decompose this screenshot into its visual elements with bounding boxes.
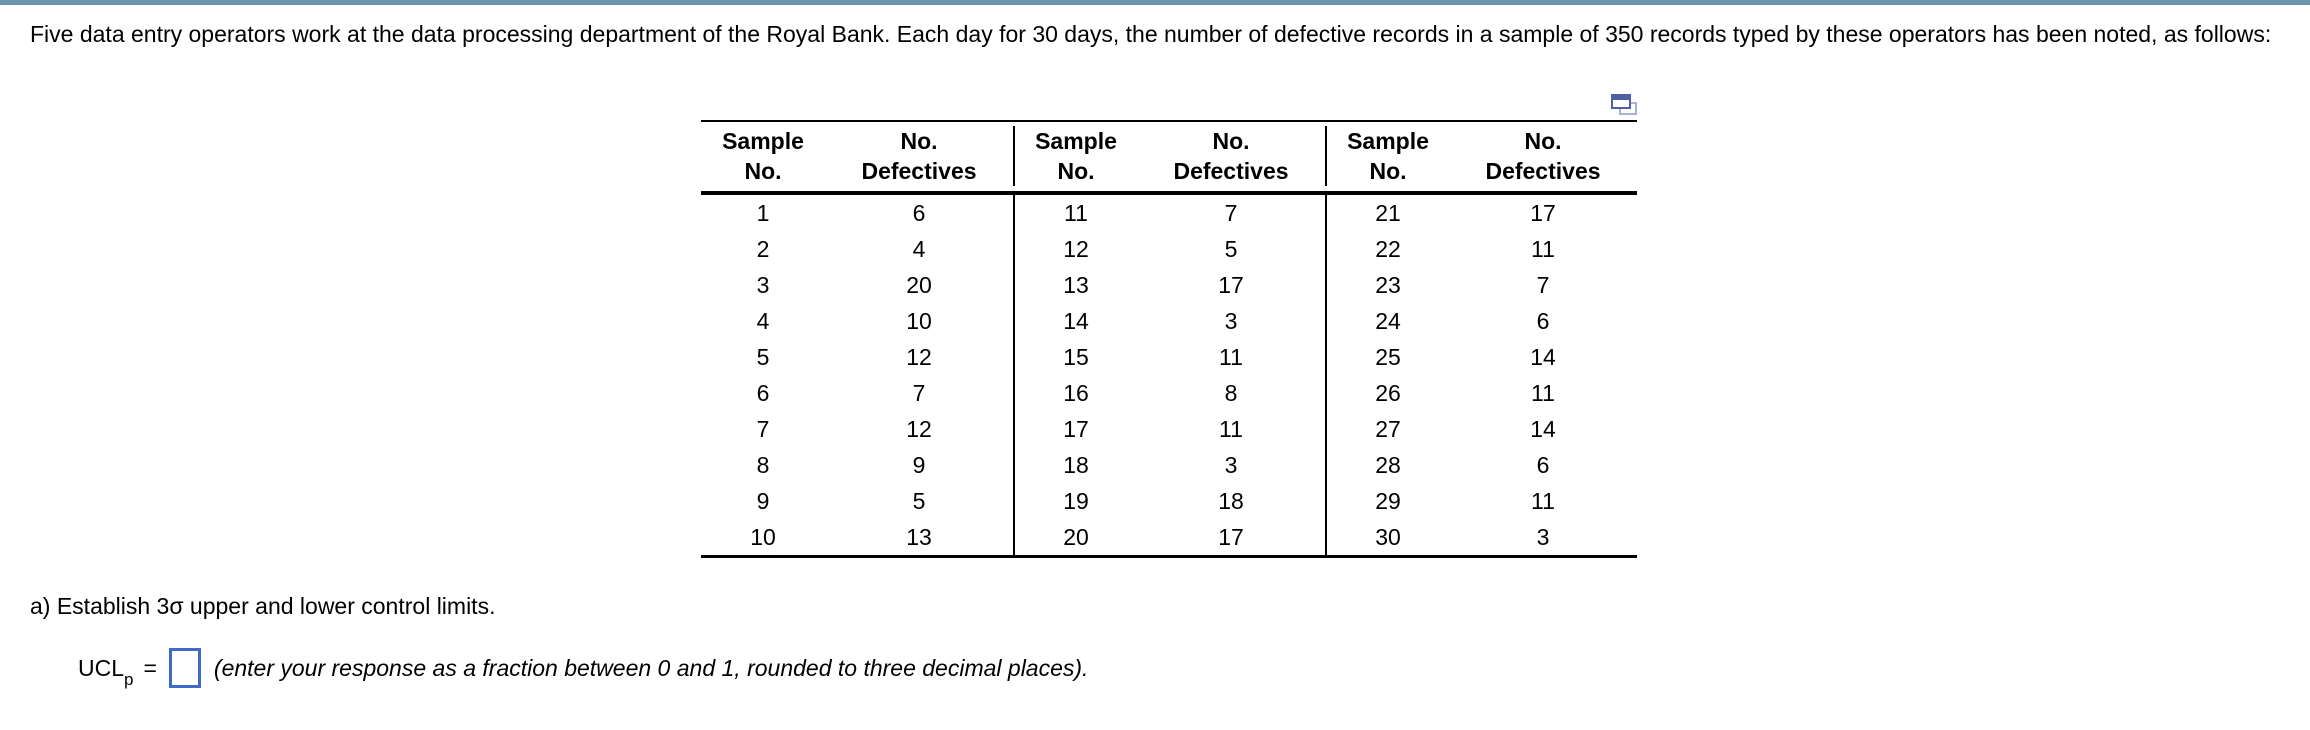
table-cell: 22: [1325, 231, 1449, 267]
table-cell: 11: [1531, 380, 1555, 406]
table-body: 1 6 11 7 21 17 2 4 12 5 22 11 3 20 13 17 23 7 4 10 14 3 24 6 5 12…: [701, 195, 1637, 558]
table-cell: 21: [1325, 195, 1449, 231]
column-header-defectives-2: No. Defectives: [1137, 126, 1325, 186]
header-line: Sample: [1347, 128, 1429, 154]
ucl-label-subscript: p: [124, 670, 134, 690]
column-header-defectives-3: No. Defectives: [1449, 126, 1637, 186]
header-line: Sample: [1035, 128, 1117, 154]
table-cell: 11: [1531, 488, 1555, 514]
table-cell: 11: [1531, 236, 1555, 262]
header-line: No.: [1057, 158, 1095, 184]
popout-icon-front-rect: [1611, 94, 1631, 109]
ucl-label-base: UCL: [78, 654, 125, 681]
table-cell: 28: [1325, 447, 1449, 483]
table-cell: 30: [1325, 519, 1449, 555]
table-cell: 16: [1013, 375, 1137, 411]
table-header: Sample No. No. Defectives Sample No. No.…: [701, 120, 1637, 195]
table-cell: 29: [1325, 483, 1449, 519]
table-cell: 26: [1325, 375, 1449, 411]
table-cell: 7: [1536, 272, 1550, 298]
table-cell: 12: [906, 344, 932, 370]
table-cell: 15: [1013, 339, 1137, 375]
table-cell: 11: [1219, 344, 1243, 370]
table-cell: 17: [1013, 411, 1137, 447]
table-cell: 11: [1219, 416, 1243, 442]
table-cell: 19: [1013, 483, 1137, 519]
table-cell: 18: [1013, 447, 1137, 483]
table-cell: 11: [1013, 195, 1137, 231]
ucl-label: UCLp: [78, 654, 133, 689]
table-cell: 18: [1218, 488, 1244, 514]
table-cell: 6: [756, 380, 770, 406]
table-cell: 9: [756, 488, 770, 514]
table-cell: 7: [756, 416, 770, 442]
table-cell: 14: [1013, 303, 1137, 339]
table-cell: 17: [1218, 524, 1244, 550]
table-cell: 13: [906, 524, 932, 550]
table-cell: 4: [912, 236, 926, 262]
table-toolbar: [701, 94, 1637, 117]
table-cell: 17: [1530, 200, 1556, 226]
table-cell: 3: [1224, 452, 1238, 478]
table-cell: 10: [906, 308, 932, 334]
equals-sign: =: [143, 654, 157, 681]
header-line: No.: [1212, 128, 1250, 154]
table-cell: 24: [1325, 303, 1449, 339]
column-header-sample-1: Sample No.: [701, 126, 825, 186]
table-cell: 3: [756, 272, 770, 298]
question-text: Five data entry operators work at the da…: [30, 21, 2272, 47]
ucl-input[interactable]: [168, 648, 201, 688]
table-cell: 25: [1325, 339, 1449, 375]
table-cell: 1: [756, 200, 770, 226]
table-cell: 17: [1218, 272, 1244, 298]
ucl-answer-line: UCLp = (enter your response as a fractio…: [78, 645, 1088, 691]
column-header-sample-3: Sample No.: [1325, 126, 1449, 186]
table-cell: 4: [756, 308, 770, 334]
popout-icon[interactable]: [1610, 94, 1637, 115]
table-cell: 14: [1530, 344, 1556, 370]
header-line: Defectives: [1173, 158, 1289, 184]
header-line: No.: [1369, 158, 1407, 184]
table-cell: 13: [1013, 267, 1137, 303]
table-cell: 7: [912, 380, 926, 406]
header-line: No.: [744, 158, 782, 184]
column-header-defectives-1: No. Defectives: [825, 126, 1013, 186]
defectives-table-block: Sample No. No. Defectives Sample No. No.…: [701, 94, 1637, 558]
answer-format-hint: (enter your response as a fraction betwe…: [213, 654, 1089, 681]
table-cell: 5: [1224, 236, 1238, 262]
header-line: Defectives: [861, 158, 977, 184]
table-cell: 6: [1536, 452, 1550, 478]
table-cell: 12: [1013, 231, 1137, 267]
part-a-prompt: a) Establish 3σ upper and lower control …: [30, 593, 496, 619]
table-cell: 5: [756, 344, 770, 370]
table-cell: 27: [1325, 411, 1449, 447]
table-cell: 9: [912, 452, 926, 478]
table-cell: 8: [1224, 380, 1238, 406]
header-line: Sample: [722, 128, 804, 154]
table-cell: 12: [906, 416, 932, 442]
table-cell: 6: [1536, 308, 1550, 334]
page-top-divider: [0, 0, 2310, 5]
table-cell: 6: [912, 200, 926, 226]
table-cell: 3: [1224, 308, 1238, 334]
table-cell: 23: [1325, 267, 1449, 303]
table-cell: 8: [756, 452, 770, 478]
header-line: No.: [1524, 128, 1562, 154]
column-header-sample-2: Sample No.: [1013, 126, 1137, 186]
table-cell: 20: [1013, 519, 1137, 555]
table-cell: 20: [906, 272, 932, 298]
table-cell: 2: [756, 236, 770, 262]
table-cell: 14: [1530, 416, 1556, 442]
header-line: Defectives: [1485, 158, 1601, 184]
table-cell: 5: [912, 488, 926, 514]
header-line: No.: [900, 128, 938, 154]
table-cell: 10: [750, 524, 776, 550]
table-cell: 7: [1224, 200, 1238, 226]
table-cell: 3: [1536, 524, 1550, 550]
